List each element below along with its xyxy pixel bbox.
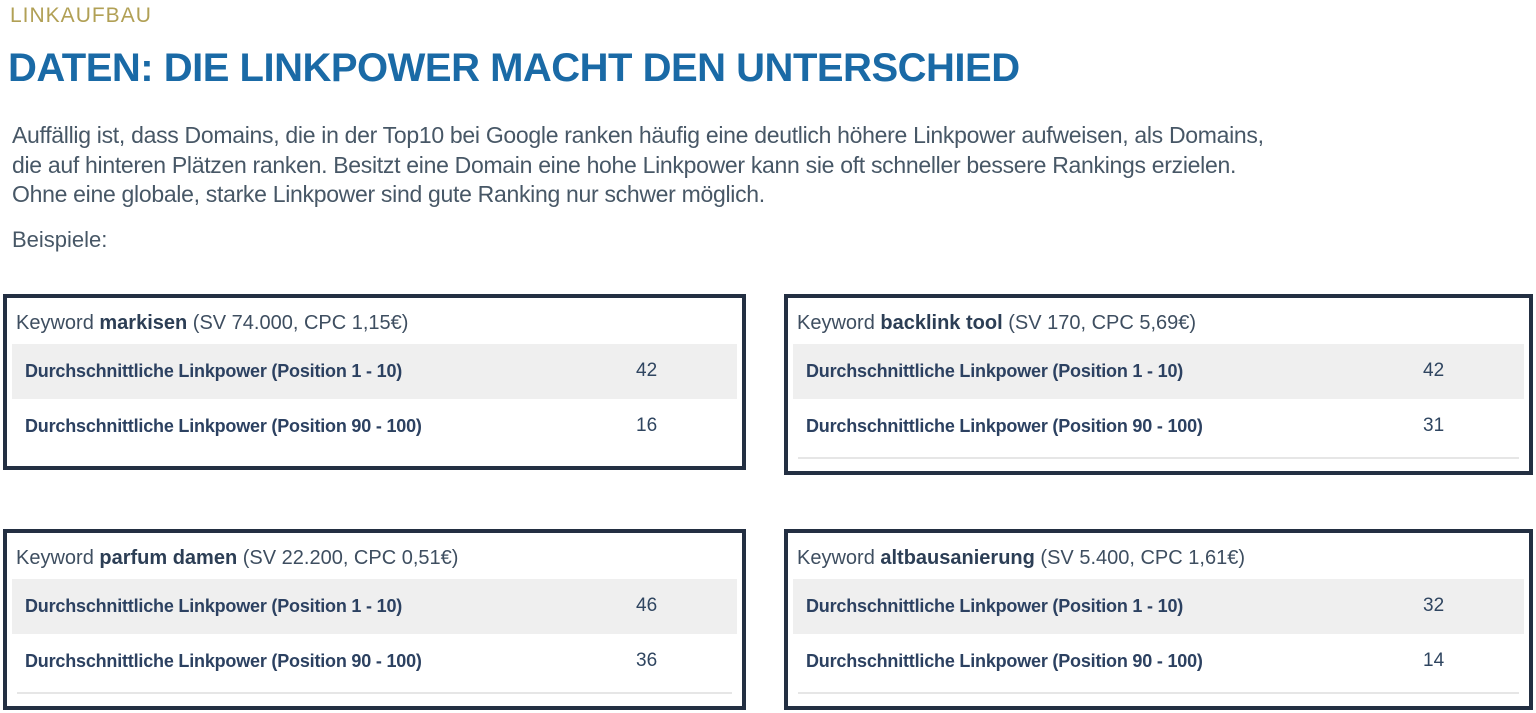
table-row: Durchschnittliche Linkpower (Position 90… xyxy=(793,399,1524,454)
keyword-box-header: Keyword markisen (SV 74.000, CPC 1,15€) xyxy=(7,298,742,344)
examples-label: Beispiele: xyxy=(12,226,108,252)
keyword-box-backlink-tool: Keyword backlink tool (SV 170, CPC 5,69€… xyxy=(784,293,1533,475)
intro-line-2: die auf hinteren Plätzen ranken. Besitzt… xyxy=(12,151,1237,178)
keyword-name: backlink tool xyxy=(880,311,1003,334)
table-row: Durchschnittliche Linkpower (Position 1 … xyxy=(12,578,737,634)
intro-paragraph: Auffällig ist, dass Domains, die in der … xyxy=(12,121,1536,210)
keyword-box-header: Keyword altbausanierung (SV 5.400, CPC 1… xyxy=(788,533,1529,579)
keyword-meta: (SV 74.000, CPC 1,15€) xyxy=(192,311,409,334)
keyword-prefix: Keyword xyxy=(797,311,875,334)
row-label: Durchschnittliche Linkpower (Position 1 … xyxy=(25,360,403,381)
keyword-meta: (SV 22.200, CPC 0,51€) xyxy=(242,546,459,569)
row-value: 36 xyxy=(636,650,658,671)
row-label: Durchschnittliche Linkpower (Position 1 … xyxy=(806,360,1184,381)
keyword-name: parfum damen xyxy=(99,546,238,569)
row-label: Durchschnittliche Linkpower (Position 90… xyxy=(806,415,1203,436)
linkpower-table: Durchschnittliche Linkpower (Position 1 … xyxy=(793,343,1524,459)
keyword-box-header: Keyword parfum damen (SV 22.200, CPC 0,5… xyxy=(7,533,742,579)
box-bottom-padding xyxy=(788,459,1529,471)
keyword-prefix: Keyword xyxy=(16,311,94,334)
keyword-box-parfum-damen: Keyword parfum damen (SV 22.200, CPC 0,5… xyxy=(3,528,746,710)
row-label: Durchschnittliche Linkpower (Position 90… xyxy=(25,415,422,436)
table-row: Durchschnittliche Linkpower (Position 1 … xyxy=(793,343,1524,399)
row-divider xyxy=(798,691,1519,694)
keyword-example-boxes: Keyword markisen (SV 74.000, CPC 1,15€) … xyxy=(3,293,1536,710)
row-value: 42 xyxy=(636,360,658,381)
table-row: Durchschnittliche Linkpower (Position 90… xyxy=(793,634,1524,689)
keyword-prefix: Keyword xyxy=(16,546,94,569)
linkpower-table: Durchschnittliche Linkpower (Position 1 … xyxy=(793,578,1524,694)
keyword-meta: (SV 5.400, CPC 1,61€) xyxy=(1040,546,1245,569)
row-divider xyxy=(798,456,1519,459)
table-row: Durchschnittliche Linkpower (Position 1 … xyxy=(12,343,737,399)
keyword-name: altbausanierung xyxy=(880,546,1035,569)
row-value: 31 xyxy=(1423,415,1445,436)
linkpower-table: Durchschnittliche Linkpower (Position 1 … xyxy=(12,343,737,454)
row-value: 16 xyxy=(636,415,658,436)
box-bottom-padding xyxy=(7,694,742,706)
row-label: Durchschnittliche Linkpower (Position 1 … xyxy=(806,595,1184,616)
row-label: Durchschnittliche Linkpower (Position 90… xyxy=(25,650,422,671)
keyword-box-header: Keyword backlink tool (SV 170, CPC 5,69€… xyxy=(788,298,1529,344)
box-bottom-padding xyxy=(7,454,742,466)
row-value: 42 xyxy=(1423,360,1445,381)
keyword-prefix: Keyword xyxy=(797,546,875,569)
linkpower-table: Durchschnittliche Linkpower (Position 1 … xyxy=(12,578,737,694)
eyebrow-label: LINKAUFBAU xyxy=(10,4,152,27)
table-row: Durchschnittliche Linkpower (Position 90… xyxy=(12,399,737,454)
row-value: 32 xyxy=(1423,595,1445,616)
row-label: Durchschnittliche Linkpower (Position 1 … xyxy=(25,595,403,616)
table-row: Durchschnittliche Linkpower (Position 90… xyxy=(12,634,737,689)
intro-line-1: Auffällig ist, dass Domains, die in der … xyxy=(12,122,1264,148)
intro-line-3: Ohne eine globale, starke Linkpower sind… xyxy=(12,181,765,207)
page-title: DATEN: DIE LINKPOWER MACHT DEN UNTERSCHI… xyxy=(8,46,1020,90)
keyword-meta: (SV 170, CPC 5,69€) xyxy=(1008,311,1197,334)
row-divider xyxy=(17,691,732,694)
row-value: 46 xyxy=(636,595,658,616)
keyword-box-markisen: Keyword markisen (SV 74.000, CPC 1,15€) … xyxy=(3,293,746,470)
table-row: Durchschnittliche Linkpower (Position 1 … xyxy=(793,578,1524,634)
keyword-box-altbausanierung: Keyword altbausanierung (SV 5.400, CPC 1… xyxy=(784,528,1533,710)
keyword-name: markisen xyxy=(99,311,188,334)
row-value: 14 xyxy=(1423,650,1445,671)
row-label: Durchschnittliche Linkpower (Position 90… xyxy=(806,650,1203,671)
box-bottom-padding xyxy=(788,694,1529,706)
page: LINKAUFBAU DATEN: DIE LINKPOWER MACHT DE… xyxy=(0,3,1536,710)
